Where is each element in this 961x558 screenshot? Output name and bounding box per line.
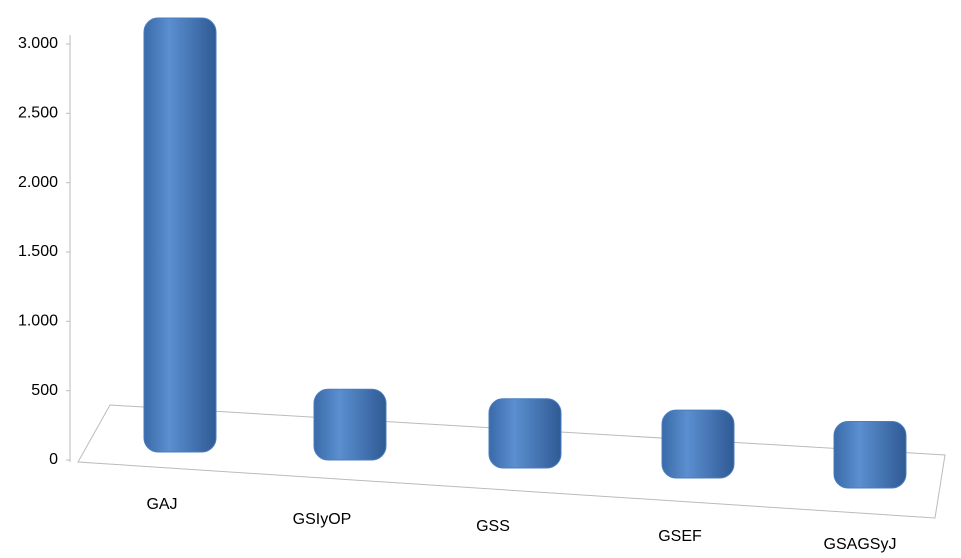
y-tick-label: 0 <box>49 451 58 468</box>
y-tick-label: 500 <box>31 382 58 399</box>
bar <box>143 17 217 453</box>
x-tick-label: GSEF <box>658 528 702 545</box>
x-tick-label: GAJ <box>146 496 177 513</box>
x-tick-label: GSIyOP <box>293 511 352 528</box>
y-tick-label: 2.500 <box>18 105 58 122</box>
bar <box>833 420 907 489</box>
y-tick-label: 3.000 <box>18 35 58 52</box>
y-tick-label: 1.500 <box>18 243 58 260</box>
bar <box>488 398 562 469</box>
bar <box>661 409 735 479</box>
x-tick-label: GSS <box>476 518 510 535</box>
x-tick-label: GSAGSyJ <box>824 536 897 553</box>
bar <box>313 388 387 461</box>
y-tick-label: 2.000 <box>18 174 58 191</box>
y-tick-label: 1.000 <box>18 313 58 330</box>
